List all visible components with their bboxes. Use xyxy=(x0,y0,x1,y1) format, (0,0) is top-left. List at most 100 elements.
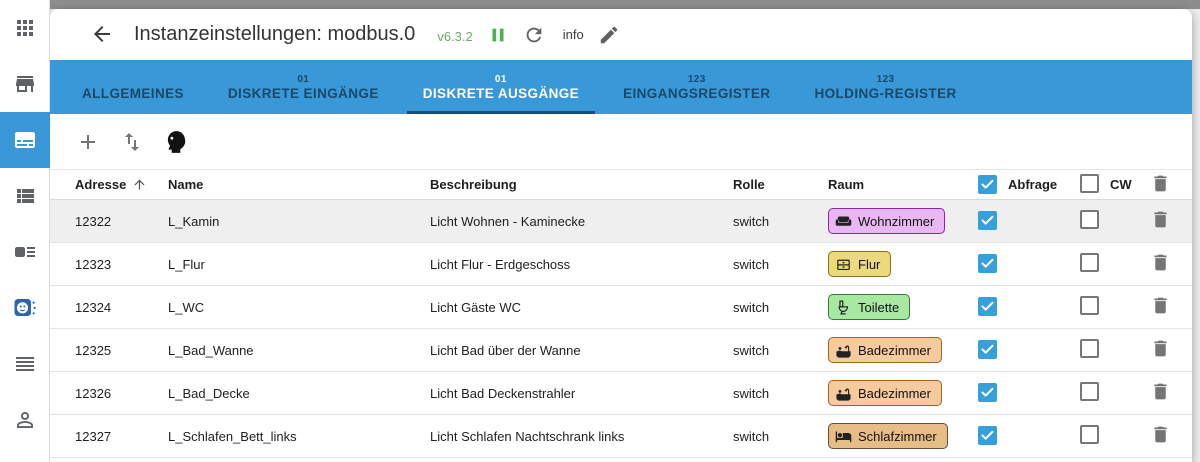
cell-adresse: 12325 xyxy=(75,342,112,358)
trash-icon xyxy=(1150,173,1171,194)
sofa-icon xyxy=(835,213,852,230)
room-chip-label: Schlafzimmer xyxy=(858,428,937,444)
tab-holding-register[interactable]: 123 HOLDING-REGISTER xyxy=(814,74,957,101)
add-row-button[interactable] xyxy=(75,129,101,155)
cell-beschreibung: Licht Gäste WC xyxy=(430,299,522,315)
abfrage-checkbox[interactable] xyxy=(978,297,997,316)
room-chip[interactable]: Schlafzimmer xyxy=(828,423,948,449)
column-header-rolle[interactable]: Rolle xyxy=(733,177,765,192)
abfrage-checkbox[interactable] xyxy=(978,426,997,445)
cw-checkbox[interactable] xyxy=(1080,382,1099,401)
cell-beschreibung: Licht Bad über der Wanne xyxy=(430,342,581,358)
delete-row-button[interactable] xyxy=(1150,304,1171,319)
abfrage-checkbox[interactable] xyxy=(978,254,997,273)
sidebar-item-hosts[interactable] xyxy=(0,280,50,336)
abfrage-checkbox[interactable] xyxy=(978,383,997,402)
back-button[interactable] xyxy=(90,22,116,48)
logs-lines-icon xyxy=(13,352,37,376)
sidebar-item-logs[interactable] xyxy=(0,336,50,392)
check-icon xyxy=(980,428,995,443)
room-chip[interactable]: Badezimmer xyxy=(828,337,942,363)
table-row[interactable]: 12324 L_WC Licht Gäste WC switch Toilett… xyxy=(50,286,1192,329)
room-chip[interactable]: Toilette xyxy=(828,294,911,320)
delete-row-button[interactable] xyxy=(1150,218,1171,233)
column-header-name[interactable]: Name xyxy=(168,177,204,192)
delete-all-button[interactable] xyxy=(1150,182,1171,197)
trash-icon xyxy=(1150,209,1171,230)
enums-card-list-icon xyxy=(13,240,37,264)
sidebar-item-users[interactable] xyxy=(0,392,50,448)
delete-row-button[interactable] xyxy=(1150,390,1171,405)
cell-name: L_Flur xyxy=(168,256,205,272)
sidebar-item-apps[interactable] xyxy=(0,0,50,56)
dresser-icon xyxy=(835,256,852,273)
abfrage-checkbox[interactable] xyxy=(978,211,997,230)
cell-adresse: 12323 xyxy=(75,256,112,272)
cell-rolle: switch xyxy=(733,299,770,315)
trash-icon xyxy=(1150,424,1171,445)
trash-icon xyxy=(1150,295,1171,316)
table-row[interactable]: 12323 L_Flur Licht Flur - Erdgeschoss sw… xyxy=(50,243,1192,286)
cell-adresse: 12326 xyxy=(75,385,112,401)
cw-checkbox[interactable] xyxy=(1080,425,1099,444)
sort-ascending-icon[interactable] xyxy=(132,177,147,192)
cell-adresse: 12327 xyxy=(75,428,112,444)
table-row[interactable]: 12327 L_Schlafen_Bett_links Licht Schlaf… xyxy=(50,415,1192,458)
sort-button[interactable] xyxy=(119,129,145,155)
room-chip[interactable]: Wohnzimmer xyxy=(828,208,946,234)
delete-row-button[interactable] xyxy=(1150,433,1171,448)
table-row[interactable]: 12322 L_Kamin Licht Wohnen - Kaminecke s… xyxy=(50,200,1192,243)
cw-checkbox[interactable] xyxy=(1080,253,1099,272)
table-row[interactable]: 12325 L_Bad_Wanne Licht Bad über der Wan… xyxy=(50,329,1192,372)
room-chip-label: Flur xyxy=(858,256,881,272)
tab-allgemeines[interactable]: ALLGEMEINES xyxy=(82,86,184,101)
room-chip-label: Badezimmer xyxy=(858,342,931,358)
tab-eingangsregister[interactable]: 123 EINGANGSREGISTER xyxy=(623,74,771,101)
refresh-icon xyxy=(523,24,545,46)
pause-instance-button[interactable] xyxy=(487,24,509,46)
column-header-cw: CW xyxy=(1110,177,1132,192)
cell-name: L_Kamin xyxy=(168,213,220,229)
users-person-icon xyxy=(13,408,37,432)
cw-checkbox[interactable] xyxy=(1080,210,1099,229)
column-header-abfrage: Abfrage xyxy=(1008,177,1058,192)
delete-row-button[interactable] xyxy=(1150,261,1171,276)
instances-card-icon xyxy=(13,128,37,152)
cell-beschreibung: Licht Wohnen - Kaminecke xyxy=(430,213,586,229)
extended-mode-button[interactable] xyxy=(163,129,189,155)
cw-checkbox[interactable] xyxy=(1080,296,1099,315)
room-chip-label: Wohnzimmer xyxy=(858,213,935,229)
objects-list-icon xyxy=(13,184,37,208)
add-plus-icon xyxy=(76,130,100,154)
sidebar-item-adapters[interactable] xyxy=(0,56,50,112)
refresh-button[interactable] xyxy=(523,24,545,46)
abfrage-checkbox[interactable] xyxy=(978,340,997,359)
sidebar-item-objects[interactable] xyxy=(0,168,50,224)
sidebar-item-instances[interactable] xyxy=(0,112,50,168)
trash-icon xyxy=(1150,252,1171,273)
cell-beschreibung: Licht Flur - Erdgeschoss xyxy=(430,256,571,272)
cell-beschreibung: Licht Schlafen Nachtschrank links xyxy=(430,428,625,444)
column-header-beschreibung[interactable]: Beschreibung xyxy=(430,177,517,192)
import-export-sort-icon xyxy=(120,130,144,154)
room-chip[interactable]: Flur xyxy=(828,251,892,277)
cw-checkbox[interactable] xyxy=(1080,339,1099,358)
column-header-adresse[interactable]: Adresse xyxy=(75,177,168,192)
abfrage-all-checkbox[interactable] xyxy=(978,174,997,194)
cell-name: L_Bad_Wanne xyxy=(168,342,254,358)
room-chip[interactable]: Badezimmer xyxy=(828,380,942,406)
column-header-raum[interactable]: Raum xyxy=(828,177,865,192)
tab-diskrete-eingaenge[interactable]: 01 DISKRETE EINGÄNGE xyxy=(227,74,379,101)
instance-settings-dialog: Instanzeinstellungen: modbus.0 v6.3.2 in… xyxy=(50,9,1192,462)
delete-row-button[interactable] xyxy=(1150,347,1171,362)
cw-all-checkbox[interactable] xyxy=(1080,173,1099,193)
cell-name: L_Schlafen_Bett_links xyxy=(168,428,297,444)
edit-button[interactable] xyxy=(598,24,620,46)
version-badge: v6.3.2 xyxy=(437,28,473,44)
sidebar-item-enums[interactable] xyxy=(0,224,50,280)
cell-adresse: 12322 xyxy=(75,213,112,229)
pause-icon xyxy=(487,24,509,46)
tab-diskrete-ausgaenge[interactable]: 01 DISKRETE AUSGÄNGE xyxy=(401,60,601,114)
adapters-store-icon xyxy=(13,72,37,96)
table-row[interactable]: 12326 L_Bad_Decke Licht Bad Deckenstrahl… xyxy=(50,372,1192,415)
